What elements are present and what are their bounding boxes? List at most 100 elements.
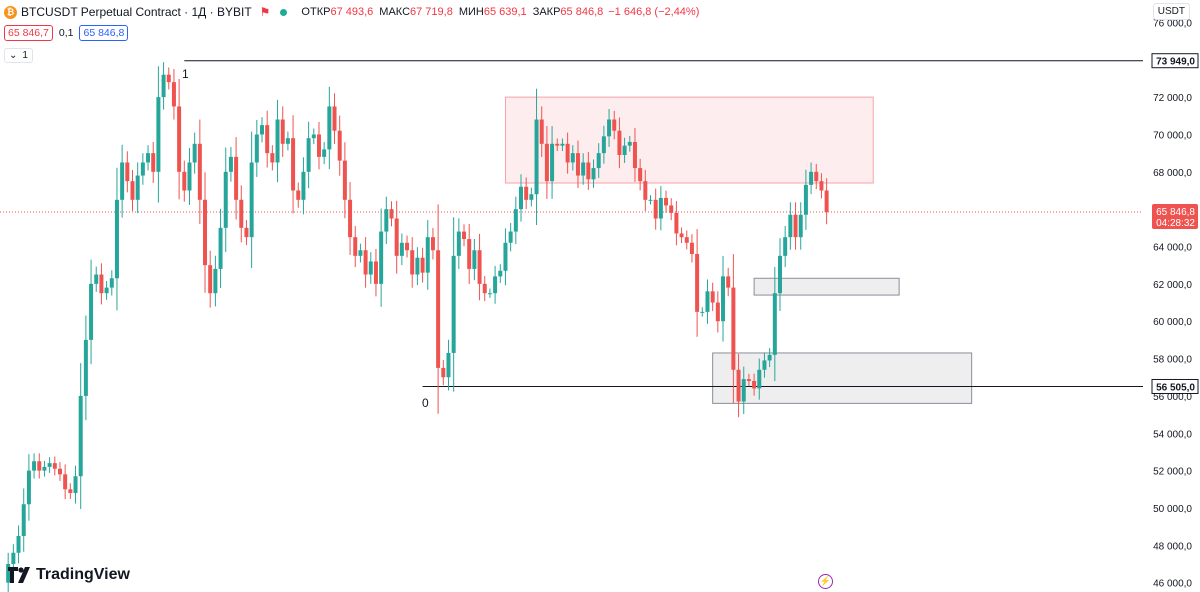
- candle: [819, 181, 824, 191]
- candle: [793, 214, 798, 238]
- candle: [337, 130, 342, 161]
- flash-icon[interactable]: ⚡: [818, 574, 833, 589]
- candle: [342, 160, 347, 200]
- candle: [798, 214, 803, 238]
- candle: [778, 255, 782, 294]
- candle: [809, 171, 814, 185]
- candle: [674, 212, 679, 234]
- candle: [47, 463, 52, 467]
- candle: [632, 141, 637, 169]
- candle: [752, 380, 757, 389]
- y-tick-label: 76 000,0: [1153, 18, 1192, 29]
- candle: [234, 156, 239, 200]
- candle: [73, 476, 78, 494]
- candle: [37, 461, 42, 471]
- candle: [373, 261, 378, 284]
- candle: [741, 379, 746, 402]
- level-price-tag-1: [1151, 378, 1199, 394]
- candle: [254, 134, 259, 163]
- candle: [487, 293, 492, 295]
- candle: [316, 134, 321, 157]
- level-marker-1: 0: [422, 396, 429, 410]
- candle: [16, 535, 21, 553]
- low-value: 65 639,1: [483, 6, 527, 18]
- indicators-count: 1: [22, 50, 28, 61]
- chart-legend: ₿ BTCUSDT Perpetual Contract · 1Д · BYBI…: [4, 2, 699, 22]
- candle: [6, 563, 11, 583]
- candle: [669, 205, 674, 213]
- candle: [311, 134, 316, 139]
- candle: [524, 186, 529, 200]
- candle: [203, 199, 208, 266]
- candle: [612, 119, 617, 131]
- candle: [306, 138, 311, 172]
- flag-icon[interactable]: ⚑: [259, 5, 271, 19]
- candle: [42, 466, 47, 471]
- y-tick-label: 58 000,0: [1153, 355, 1192, 366]
- current-price-tag: [1152, 204, 1198, 230]
- candle: [684, 237, 689, 243]
- candle: [767, 354, 772, 361]
- candle: [156, 97, 161, 172]
- candle: [715, 302, 720, 322]
- y-tick-label: 50 000,0: [1153, 504, 1192, 515]
- y-tick-label: 68 000,0: [1153, 168, 1192, 179]
- candle: [151, 153, 156, 172]
- bid-ask-panel: 65 846,7 0,1 65 846,8: [4, 25, 129, 41]
- candle: [493, 276, 498, 294]
- candle: [534, 119, 539, 195]
- level-price-tag-0: [1151, 53, 1199, 69]
- candle: [399, 242, 404, 256]
- sell-button[interactable]: 65 846,7: [4, 25, 53, 41]
- candle: [472, 250, 477, 269]
- currency-selector[interactable]: USDT: [1152, 3, 1190, 20]
- close-label: ЗАКР: [532, 6, 561, 18]
- candle: [394, 218, 399, 256]
- candle: [265, 125, 270, 154]
- change-value: −1 646,8 (−2,44%): [608, 6, 700, 18]
- candle: [436, 250, 441, 368]
- candle: [544, 143, 549, 182]
- candle: [627, 141, 632, 146]
- candle: [581, 162, 586, 176]
- candle: [539, 119, 544, 144]
- candle: [689, 242, 694, 254]
- candle: [757, 369, 762, 389]
- indicators-toggle[interactable]: ⌄ 1: [4, 48, 33, 63]
- level-price-label-0: 73 949,0: [1156, 57, 1195, 68]
- candle: [731, 287, 736, 370]
- brand-name: TradingView: [36, 566, 130, 583]
- candle: [99, 274, 104, 294]
- candle: [575, 153, 580, 176]
- candle: [430, 237, 435, 251]
- candle: [726, 276, 731, 288]
- bar-countdown: 04:28:32: [1156, 218, 1195, 229]
- candle: [244, 227, 249, 238]
- candle: [125, 162, 130, 182]
- demand-zone-1: [753, 277, 900, 296]
- candle: [596, 153, 601, 169]
- candle: [503, 242, 508, 271]
- candle: [824, 190, 829, 213]
- tradingview-icon: [8, 567, 30, 583]
- candle: [285, 138, 290, 144]
- candle: [68, 489, 73, 494]
- candle: [467, 239, 472, 269]
- candle: [405, 242, 410, 251]
- symbol-title[interactable]: BTCUSDT Perpetual Contract · 1Д · BYBIT: [21, 5, 252, 19]
- candle: [104, 287, 109, 294]
- candle: [653, 199, 658, 219]
- candle: [171, 82, 176, 107]
- y-tick-label: 52 000,0: [1153, 467, 1192, 478]
- candle: [420, 257, 425, 273]
- candle: [586, 162, 591, 180]
- candle: [456, 231, 461, 256]
- candle: [389, 209, 394, 219]
- candle: [363, 250, 368, 275]
- y-tick-label: 62 000,0: [1153, 280, 1192, 291]
- candle: [135, 175, 140, 200]
- candle: [700, 311, 705, 313]
- candle: [296, 190, 301, 200]
- buy-button[interactable]: 65 846,8: [79, 25, 129, 41]
